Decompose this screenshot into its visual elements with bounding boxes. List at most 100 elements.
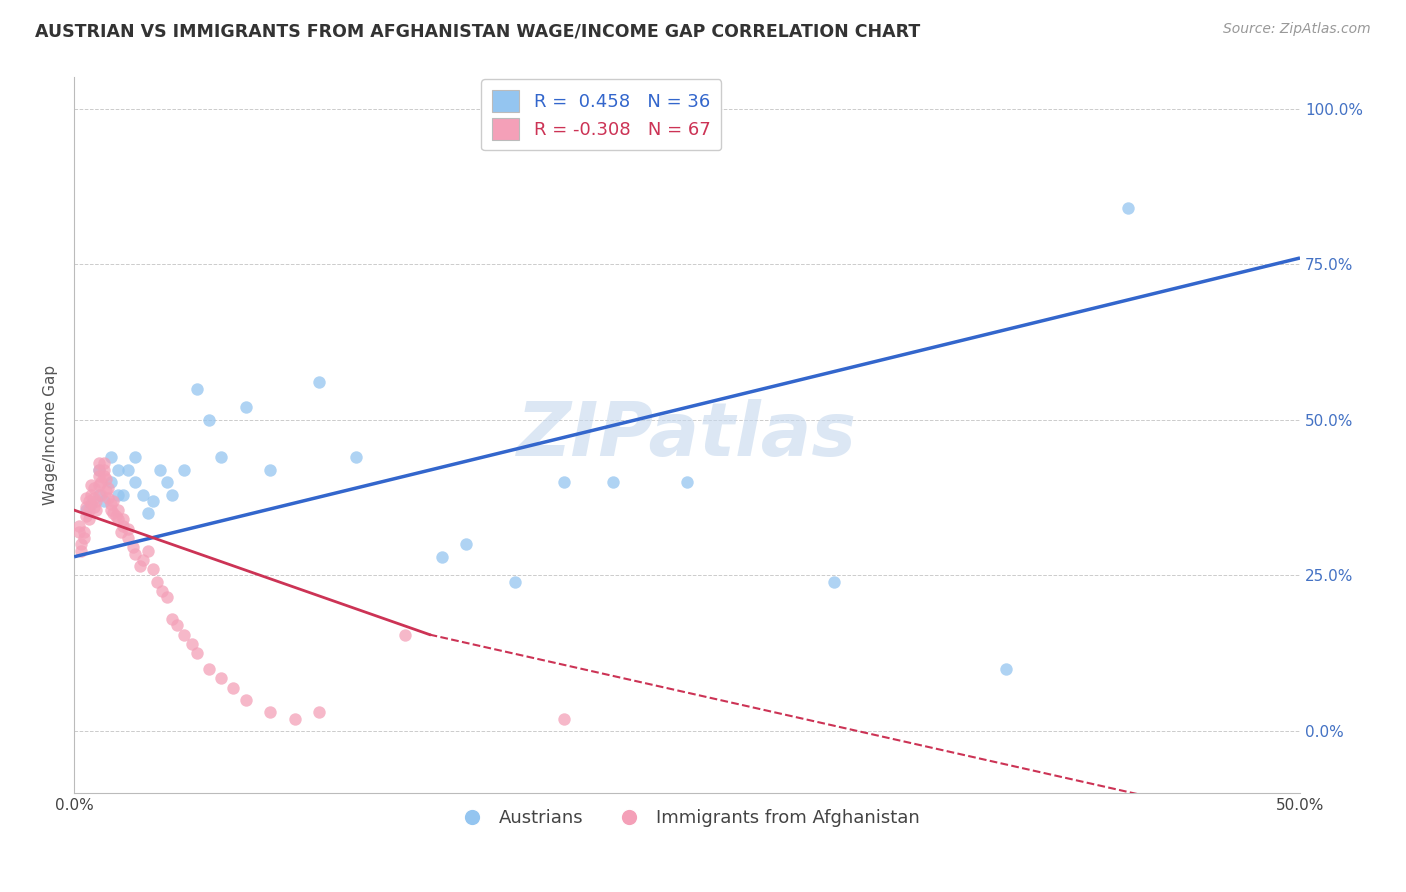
Point (84, 503, 107, 517)
Point (93, 457, 115, 471)
Text: Source: ZipAtlas.com: Source: ZipAtlas.com (1223, 22, 1371, 37)
Point (87, 462, 110, 476)
Text: ZIPatlas: ZIPatlas (517, 399, 858, 472)
Point (112, 512, 135, 526)
Point (94, 472, 117, 486)
Point (235, 693, 257, 707)
Point (602, 475, 624, 489)
Point (67, 524, 90, 539)
Point (222, 681, 245, 695)
Point (80, 497, 103, 511)
Point (97, 481, 120, 495)
Point (823, 574, 845, 589)
Point (87, 478, 110, 492)
Point (100, 503, 122, 517)
Point (308, 706, 330, 720)
Point (160, 612, 183, 626)
Point (87, 468, 110, 483)
Point (80, 478, 103, 492)
Point (103, 493, 125, 508)
Point (124, 450, 146, 465)
Point (107, 512, 129, 526)
Point (166, 618, 188, 632)
Point (142, 493, 165, 508)
Point (117, 462, 139, 476)
Point (430, 549, 453, 564)
Point (136, 506, 159, 520)
Y-axis label: Wage/Income Gap: Wage/Income Gap (44, 366, 58, 506)
Point (136, 543, 159, 558)
Point (553, 475, 575, 489)
Point (94, 484, 117, 499)
Point (87, 487, 110, 501)
Point (124, 475, 146, 489)
Point (90, 487, 112, 501)
Point (110, 524, 132, 539)
Point (112, 487, 135, 501)
Point (73, 524, 96, 539)
Point (107, 462, 129, 476)
Point (80, 487, 103, 501)
Point (142, 562, 165, 576)
Point (173, 462, 195, 476)
Point (70, 543, 93, 558)
Point (149, 462, 172, 476)
Point (456, 537, 478, 551)
Point (100, 450, 122, 465)
Point (180, 637, 202, 651)
Point (83, 491, 105, 505)
Point (93, 462, 115, 476)
Point (994, 662, 1017, 676)
Point (173, 627, 195, 641)
Point (100, 475, 122, 489)
Point (100, 497, 122, 511)
Point (259, 462, 281, 476)
Point (70, 537, 93, 551)
Point (93, 493, 115, 508)
Text: AUSTRIAN VS IMMIGRANTS FROM AFGHANISTAN WAGE/INCOME GAP CORRELATION CHART: AUSTRIAN VS IMMIGRANTS FROM AFGHANISTAN … (35, 22, 921, 40)
Point (97, 491, 120, 505)
Point (132, 487, 155, 501)
Point (235, 401, 257, 415)
Point (150, 584, 173, 599)
Point (77, 512, 100, 526)
Point (107, 487, 129, 501)
Legend: Austrians, Immigrants from Afghanistan: Austrians, Immigrants from Afghanistan (447, 802, 927, 834)
Point (117, 531, 139, 545)
Point (75, 500, 97, 514)
Point (87, 462, 110, 476)
Point (132, 553, 155, 567)
Point (84, 493, 107, 508)
Point (259, 706, 281, 720)
Point (73, 531, 96, 545)
Point (129, 559, 152, 574)
Point (198, 662, 221, 676)
Point (284, 712, 307, 726)
Point (83, 500, 105, 514)
Point (186, 646, 208, 660)
Point (75, 509, 97, 524)
Point (93, 468, 115, 483)
Point (112, 518, 135, 533)
Point (83, 481, 105, 495)
Point (87, 457, 110, 471)
Point (505, 574, 527, 589)
Point (117, 522, 139, 536)
Point (209, 450, 232, 465)
Point (1118, 201, 1140, 215)
Point (553, 712, 575, 726)
Point (75, 503, 97, 517)
Point (103, 506, 125, 520)
Point (160, 487, 183, 501)
Point (104, 509, 127, 524)
Point (75, 491, 97, 505)
Point (394, 627, 416, 641)
Point (146, 574, 169, 589)
Point (344, 450, 367, 465)
Point (676, 475, 699, 489)
Point (209, 671, 232, 685)
Point (156, 475, 179, 489)
Point (90, 475, 112, 489)
Point (77, 503, 100, 517)
Point (77, 493, 100, 508)
